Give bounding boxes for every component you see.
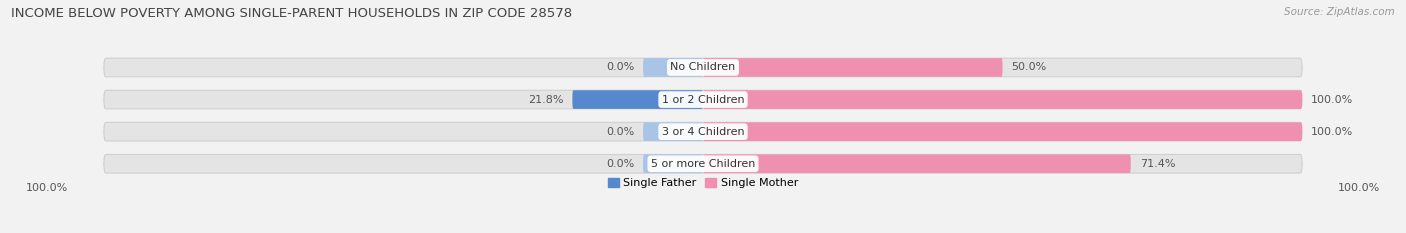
Text: 1 or 2 Children: 1 or 2 Children: [662, 95, 744, 105]
FancyBboxPatch shape: [703, 154, 1130, 173]
Text: 100.0%: 100.0%: [1310, 95, 1354, 105]
FancyBboxPatch shape: [104, 58, 1302, 77]
Text: 0.0%: 0.0%: [606, 62, 634, 72]
FancyBboxPatch shape: [703, 90, 1302, 109]
Text: 100.0%: 100.0%: [1310, 127, 1354, 137]
Text: 0.0%: 0.0%: [606, 127, 634, 137]
Text: 21.8%: 21.8%: [527, 95, 564, 105]
FancyBboxPatch shape: [104, 122, 1302, 141]
FancyBboxPatch shape: [643, 122, 703, 141]
FancyBboxPatch shape: [643, 154, 703, 173]
FancyBboxPatch shape: [104, 90, 1302, 109]
FancyBboxPatch shape: [703, 122, 1302, 141]
FancyBboxPatch shape: [703, 58, 1002, 77]
Text: 0.0%: 0.0%: [606, 159, 634, 169]
Text: 71.4%: 71.4%: [1140, 159, 1175, 169]
Text: 50.0%: 50.0%: [1011, 62, 1047, 72]
Text: 100.0%: 100.0%: [27, 183, 69, 193]
FancyBboxPatch shape: [572, 90, 703, 109]
Legend: Single Father, Single Mother: Single Father, Single Mother: [603, 174, 803, 193]
Text: 5 or more Children: 5 or more Children: [651, 159, 755, 169]
Text: 100.0%: 100.0%: [1337, 183, 1379, 193]
FancyBboxPatch shape: [643, 58, 703, 77]
Text: No Children: No Children: [671, 62, 735, 72]
Text: INCOME BELOW POVERTY AMONG SINGLE-PARENT HOUSEHOLDS IN ZIP CODE 28578: INCOME BELOW POVERTY AMONG SINGLE-PARENT…: [11, 7, 572, 20]
FancyBboxPatch shape: [104, 154, 1302, 173]
Text: Source: ZipAtlas.com: Source: ZipAtlas.com: [1284, 7, 1395, 17]
Text: 3 or 4 Children: 3 or 4 Children: [662, 127, 744, 137]
